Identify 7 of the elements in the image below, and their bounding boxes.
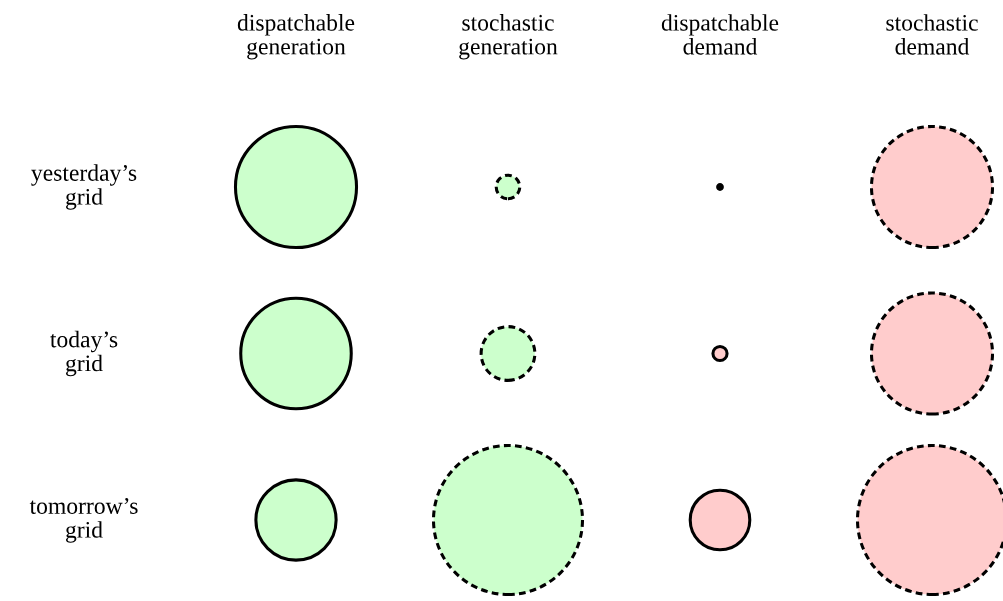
text: tomorrow’s grid xyxy=(29,498,138,543)
x-tick-label: stochastic demand xyxy=(886,14,978,55)
x-tick-label: stochastic generation xyxy=(459,14,558,60)
text: today’s grid xyxy=(50,330,118,377)
x-tick-label: dispatchable demand xyxy=(661,14,779,55)
text: yesterday’s grid xyxy=(31,164,137,210)
x-tick-label: dispatchable generation xyxy=(237,14,355,60)
